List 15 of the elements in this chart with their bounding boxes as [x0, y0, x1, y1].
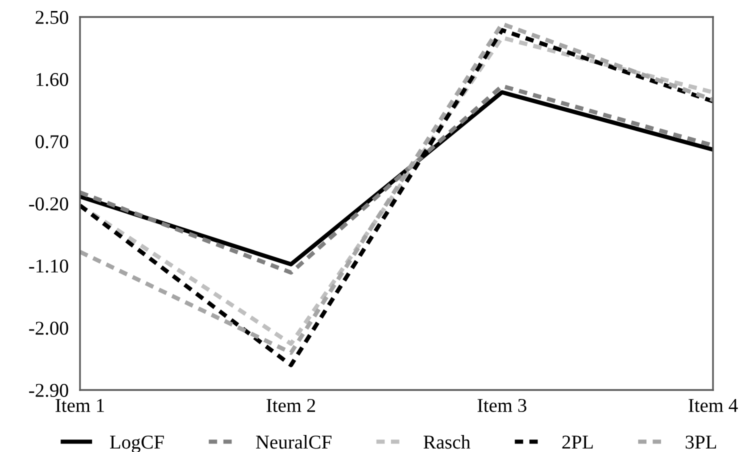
x-tick-label: Item 4	[688, 399, 738, 412]
x-tick-label: Item 3	[478, 398, 526, 412]
y-tick-label: -0.20	[29, 197, 68, 211]
y-tick-label: -2.90	[29, 384, 68, 398]
x-tick-label: Item 2	[266, 398, 316, 412]
legend-label: Rasch	[424, 435, 470, 449]
legend-label: NeuralCF	[256, 435, 332, 449]
legend-label: 2PL	[562, 436, 593, 449]
legend-label: 3PL	[686, 436, 716, 449]
y-tick-label: 2.50	[36, 10, 68, 24]
x-tick-label: Item 1	[56, 398, 104, 412]
y-tick-label: 0.70	[36, 135, 68, 148]
y-tick-label: 1.60	[36, 72, 68, 86]
y-tick-label: -2.00	[29, 322, 68, 335]
y-tick-label: -1.10	[29, 259, 68, 273]
